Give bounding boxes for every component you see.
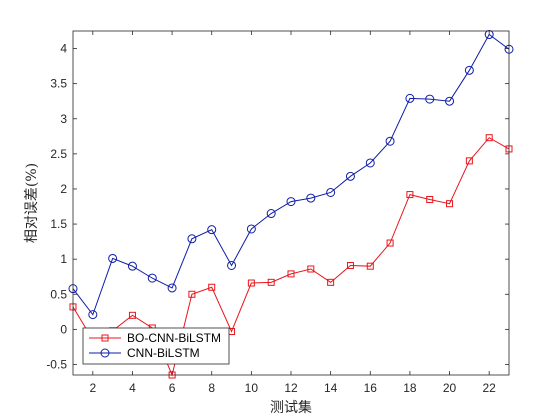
x-tick-label: 4 [129,381,136,395]
legend-marker [100,348,110,358]
y-tick-label: 4 [60,42,67,56]
data-point [128,311,136,319]
data-point [147,273,157,283]
data-point [307,265,315,273]
x-tick-label: 22 [483,381,497,395]
data-point [446,200,454,208]
x-tick-label: 2 [89,381,96,395]
data-point [267,278,275,286]
data-point [346,261,354,269]
data-point [287,270,295,278]
x-tick-label: 14 [324,381,338,395]
data-point [88,310,98,320]
data-point [208,283,216,291]
y-tick-label: 3.5 [50,77,67,91]
data-point [464,65,474,75]
data-point [246,224,256,234]
data-point [108,253,118,263]
plot-area [73,31,509,375]
data-point [484,30,494,40]
y-tick-label: 0.5 [50,287,67,301]
legend-label: BO-CNN-BiLSTM [127,331,221,345]
series-line [72,33,510,316]
data-point [127,261,137,271]
y-tick-label: 0 [60,322,67,336]
series-line [72,137,510,377]
data-point [406,191,414,199]
data-point [426,195,434,203]
data-point [345,171,355,181]
x-tick-label: 8 [208,381,215,395]
x-tick-label: 10 [245,381,259,395]
x-tick-label: 18 [403,381,417,395]
legend-box [82,327,230,365]
data-point [366,262,374,270]
y-tick-label: 2.5 [50,147,67,161]
x-tick-label: 6 [169,381,176,395]
data-point [385,136,395,146]
y-tick-label: 1 [60,252,67,266]
legend-marker [101,334,109,342]
data-point [386,239,394,247]
data-point [445,96,455,106]
legend-label: CNN-BiLSTM [127,346,200,360]
data-point [187,234,197,244]
data-point [485,134,493,142]
data-point [327,278,335,286]
data-point [326,187,336,197]
data-point [167,283,177,293]
data-point [207,225,217,235]
y-tick-label: 3 [60,112,67,126]
y-tick-label: 2 [60,182,67,196]
data-point [266,209,276,219]
x-tick-label: 20 [443,381,457,395]
data-point [405,93,415,103]
series-2 [68,30,514,320]
x-axis-title: 测试集 [270,399,312,416]
x-tick-label: 12 [284,381,298,395]
data-point [286,197,296,207]
data-point [306,193,316,203]
data-point [465,157,473,165]
data-point [227,260,237,270]
data-point [425,94,435,104]
data-point [188,290,196,298]
data-point [247,279,255,287]
x-tick-label: 16 [364,381,378,395]
y-tick-label: 1.5 [50,217,67,231]
y-tick-label: -0.5 [46,357,67,371]
plot-frame [72,30,510,376]
data-point [365,158,375,168]
y-axis-title: 相对误差(%) [24,163,40,243]
